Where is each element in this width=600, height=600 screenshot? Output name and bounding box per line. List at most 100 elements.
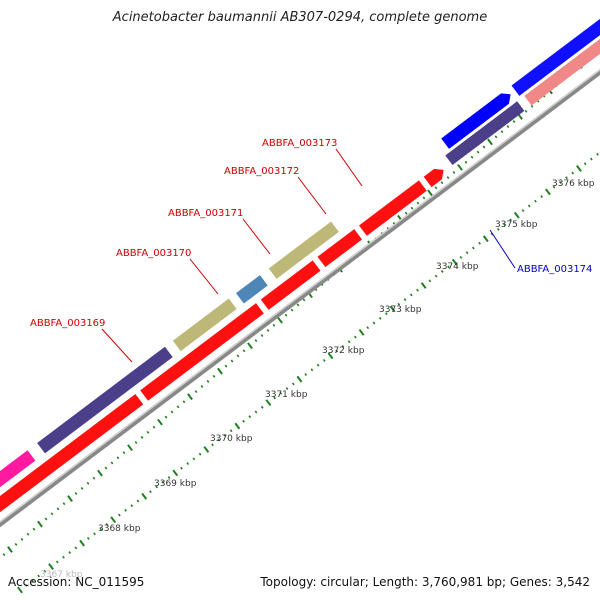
minor-tick	[155, 485, 158, 489]
minor-tick	[440, 181, 444, 185]
major-tick	[217, 367, 223, 375]
gene-block[interactable]	[524, 20, 600, 106]
minor-tick	[335, 349, 339, 353]
minor-tick	[116, 456, 120, 460]
minor-tick	[217, 438, 221, 442]
major-tick	[544, 188, 551, 196]
minor-tick	[26, 532, 30, 536]
minor-tick	[134, 441, 138, 444]
major-tick	[141, 492, 148, 500]
gene-leader-line	[242, 218, 271, 255]
minor-tick	[347, 340, 351, 344]
ruler-label: 3369 kbp	[154, 479, 197, 489]
gene-block[interactable]	[445, 101, 525, 166]
cds-block[interactable]	[423, 165, 448, 188]
minor-tick	[521, 209, 525, 213]
minor-tick	[254, 410, 258, 414]
map-title: Acinetobacter baumannii AB307-0294, comp…	[112, 10, 488, 25]
minor-tick	[446, 176, 450, 180]
major-tick	[487, 138, 493, 146]
major-tick	[482, 235, 489, 243]
major-tick	[513, 211, 520, 219]
minor-tick	[146, 430, 150, 434]
ruler-label: 3373 kbp	[379, 305, 422, 315]
minor-tick	[186, 462, 190, 465]
major-tick	[427, 189, 433, 197]
gene-tag-abbfa_003169[interactable]: ABBFA_003169	[30, 318, 105, 329]
gene-block[interactable]	[37, 346, 173, 454]
gene-block[interactable]	[441, 89, 514, 149]
minor-tick	[44, 517, 48, 521]
minor-tick	[512, 120, 516, 123]
ruler-label: 3375 kbp	[495, 220, 538, 230]
minor-tick	[534, 199, 537, 203]
major-tick	[7, 546, 13, 553]
minor-tick	[55, 560, 59, 564]
genome-stats: Topology: circular; Length: 3,760,981 bp…	[260, 575, 590, 589]
major-tick	[451, 258, 458, 266]
minor-tick	[478, 241, 481, 245]
major-tick	[67, 495, 73, 502]
minor-tick	[266, 328, 270, 332]
minor-tick	[422, 196, 426, 200]
gene-tag-abbfa_003170[interactable]: ABBFA_003170	[116, 248, 191, 259]
minor-tick	[403, 298, 407, 302]
minor-tick	[273, 396, 276, 400]
minor-tick	[440, 270, 444, 273]
minor-tick	[104, 466, 108, 470]
major-tick	[389, 305, 396, 313]
minor-tick	[20, 537, 24, 541]
minor-tick	[410, 206, 414, 210]
ruler-label: 3368 kbp	[98, 524, 141, 534]
minor-tick	[110, 461, 114, 465]
minor-tick	[236, 354, 240, 358]
major-tick	[203, 446, 210, 453]
major-tick	[17, 586, 23, 594]
minor-tick	[290, 308, 294, 312]
minor-tick	[182, 400, 186, 404]
minor-tick	[316, 363, 320, 367]
gene-tag-abbfa_003174[interactable]: ABBFA_003174	[517, 264, 592, 275]
cds-block[interactable]	[140, 303, 264, 401]
gene-block[interactable]	[268, 221, 339, 279]
minor-tick	[124, 508, 127, 512]
minor-tick	[130, 504, 134, 508]
gene-block[interactable]	[0, 450, 36, 529]
gene-leader-line	[189, 258, 219, 295]
minor-tick	[200, 385, 204, 388]
gene-tag-abbfa_003172[interactable]: ABBFA_003172	[224, 166, 299, 177]
minor-tick	[254, 339, 258, 343]
minor-tick	[459, 255, 463, 259]
gene-tag-abbfa_003171[interactable]: ABBFA_003171	[168, 208, 243, 219]
minor-tick	[62, 502, 66, 506]
minor-tick	[341, 344, 345, 348]
gene-leader-line	[101, 328, 133, 363]
ruler-label: 3371 kbp	[265, 390, 308, 400]
minor-tick	[385, 312, 388, 316]
minor-tick	[527, 204, 531, 208]
minor-tick	[470, 155, 474, 159]
minor-tick	[118, 513, 121, 517]
cds-block[interactable]	[359, 180, 427, 236]
minor-tick	[223, 433, 227, 437]
minor-tick	[302, 298, 306, 302]
minor-tick	[310, 368, 314, 372]
minor-tick	[2, 553, 6, 557]
major-tick	[457, 163, 463, 171]
major-tick	[234, 422, 241, 430]
gene-block[interactable]	[235, 275, 268, 304]
cds-block[interactable]	[260, 260, 321, 310]
gene-block[interactable]	[172, 298, 237, 352]
minor-tick	[472, 246, 475, 250]
minor-tick	[50, 512, 54, 516]
gene-forward-lane	[0, 7, 600, 529]
cds-block[interactable]	[317, 229, 363, 268]
minor-tick	[428, 279, 432, 283]
gene-tag-abbfa_003173[interactable]: ABBFA_003173	[262, 138, 337, 149]
major-tick	[247, 342, 253, 350]
minor-tick	[242, 349, 246, 353]
minor-tick	[524, 109, 528, 113]
minor-tick	[540, 195, 544, 198]
gene-block[interactable]	[511, 7, 600, 96]
cds-block[interactable]	[0, 393, 144, 544]
